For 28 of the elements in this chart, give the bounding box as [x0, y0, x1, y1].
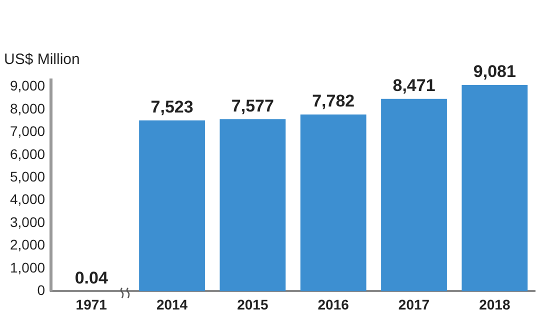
x-tick-label: 2016 [318, 296, 350, 312]
x-tick-label: 2018 [479, 296, 510, 312]
data-label: 0.04 [74, 268, 108, 288]
y-tick-label: 9,000 [10, 78, 46, 94]
x-tick-label: 1971 [76, 296, 108, 312]
data-label: 8,471 [392, 76, 436, 96]
y-axis-title: US$ Million [4, 51, 80, 68]
x-tick-label: 2017 [398, 296, 430, 312]
data-label: 9,081 [473, 62, 516, 82]
data-label: 7,523 [150, 98, 194, 117]
y-tick-label: 8,000 [10, 100, 46, 116]
y-tick-label: 1,000 [10, 259, 46, 276]
bar [381, 98, 447, 292]
y-tick-label: 6,000 [10, 146, 46, 162]
bar [139, 120, 205, 292]
data-label: 7,782 [312, 92, 355, 111]
bar [220, 119, 286, 292]
data-label: 7,577 [231, 96, 274, 116]
bar [300, 114, 366, 292]
y-tick-label: 5,000 [10, 168, 46, 185]
x-tick-label: 2014 [156, 296, 188, 312]
y-tick-label: 7,000 [10, 123, 46, 140]
y-tick-label: 4,000 [10, 191, 46, 208]
y-tick-label: 2,000 [10, 236, 46, 253]
bar [462, 84, 528, 292]
x-tick-label: 2015 [237, 296, 268, 312]
y-tick-label: 0 [37, 282, 46, 298]
y-tick-label: 3,000 [10, 214, 46, 230]
